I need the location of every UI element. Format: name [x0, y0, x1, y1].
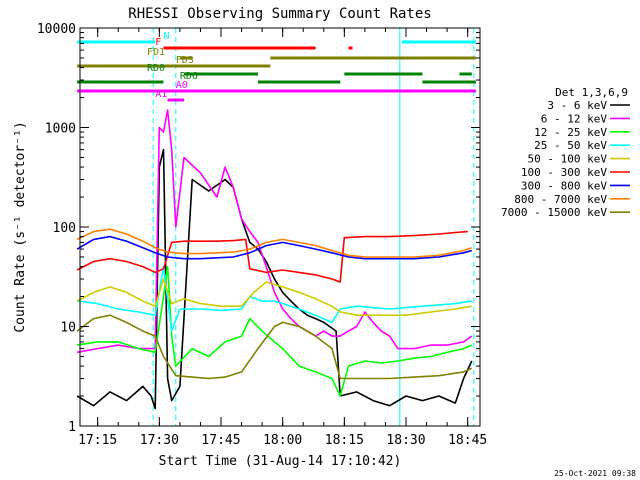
legend-label-5: 100 - 300 keV	[521, 166, 607, 179]
y-tick-label-3: 1000	[45, 122, 76, 137]
x-tick-label-4: 18:15	[325, 433, 364, 448]
legend-label-7: 800 - 7000 keV	[514, 193, 607, 206]
state-bar-label-fd1: FD1	[147, 47, 165, 58]
x-tick-label-1: 17:30	[140, 433, 179, 448]
series-line-3	[77, 265, 472, 332]
y-tick-label-0: 1	[68, 420, 76, 435]
series-line-6	[76, 235, 473, 260]
legend-label-2: 12 - 25 keV	[534, 126, 607, 139]
series-line-5	[76, 230, 468, 283]
legend-label-8: 7000 - 15000 keV	[501, 206, 607, 219]
state-bar-label-f: F	[155, 37, 161, 48]
series-line-0	[76, 148, 473, 410]
legend-label-0: 3 - 6 keV	[547, 99, 607, 112]
y-axis-label: Count Rate (s⁻¹ detector⁻¹)	[13, 121, 28, 332]
series-line-8	[76, 314, 473, 380]
y-tick-label-1: 10	[60, 321, 76, 336]
timestamp: 25-Oct-2021 09:38	[554, 469, 636, 478]
chart-title: RHESSI Observing Summary Count Rates	[128, 6, 431, 22]
legend-label-1: 6 - 12 keV	[541, 112, 608, 125]
x-tick-label-2: 17:45	[201, 433, 240, 448]
data-series	[76, 109, 473, 410]
series-line-4	[76, 278, 472, 317]
axes: 17:15 17:30 17:45 18:00 18:15 18:30 18:45 1 10 10…	[37, 22, 487, 448]
state-bar-label-rd0: RD0	[147, 63, 165, 74]
plot-frame	[79, 27, 481, 427]
legend-title: Det 1,3,6,9	[555, 86, 628, 99]
series-line-2	[76, 265, 473, 397]
state-bar-label-fd3: FD3	[176, 55, 194, 66]
x-tick-label-6: 18:45	[448, 433, 487, 448]
state-bar-label-rd6: RD6	[180, 71, 198, 82]
marker-lines	[79, 28, 475, 426]
y-tick-label-4: 10000	[37, 22, 76, 37]
state-bar-label-a1: A1	[155, 89, 167, 100]
x-axis-label: Start Time (31-Aug-14 17:10:42)	[159, 454, 402, 469]
state-bar-label-n: N	[163, 31, 169, 42]
legend-label-6: 300 - 800 keV	[521, 179, 607, 192]
legend-label-3: 25 - 50 keV	[534, 139, 607, 152]
legend-label-4: 50 - 100 keV	[528, 153, 608, 166]
x-tick-label-3: 18:00	[263, 433, 302, 448]
x-tick-label-5: 18:30	[386, 433, 425, 448]
series-line-1	[76, 109, 473, 354]
state-bar-label-a0: A0	[176, 80, 188, 91]
x-tick-label-0: 17:15	[78, 433, 117, 448]
series-line-7	[76, 228, 473, 258]
y-tick-label-2: 100	[53, 221, 76, 236]
